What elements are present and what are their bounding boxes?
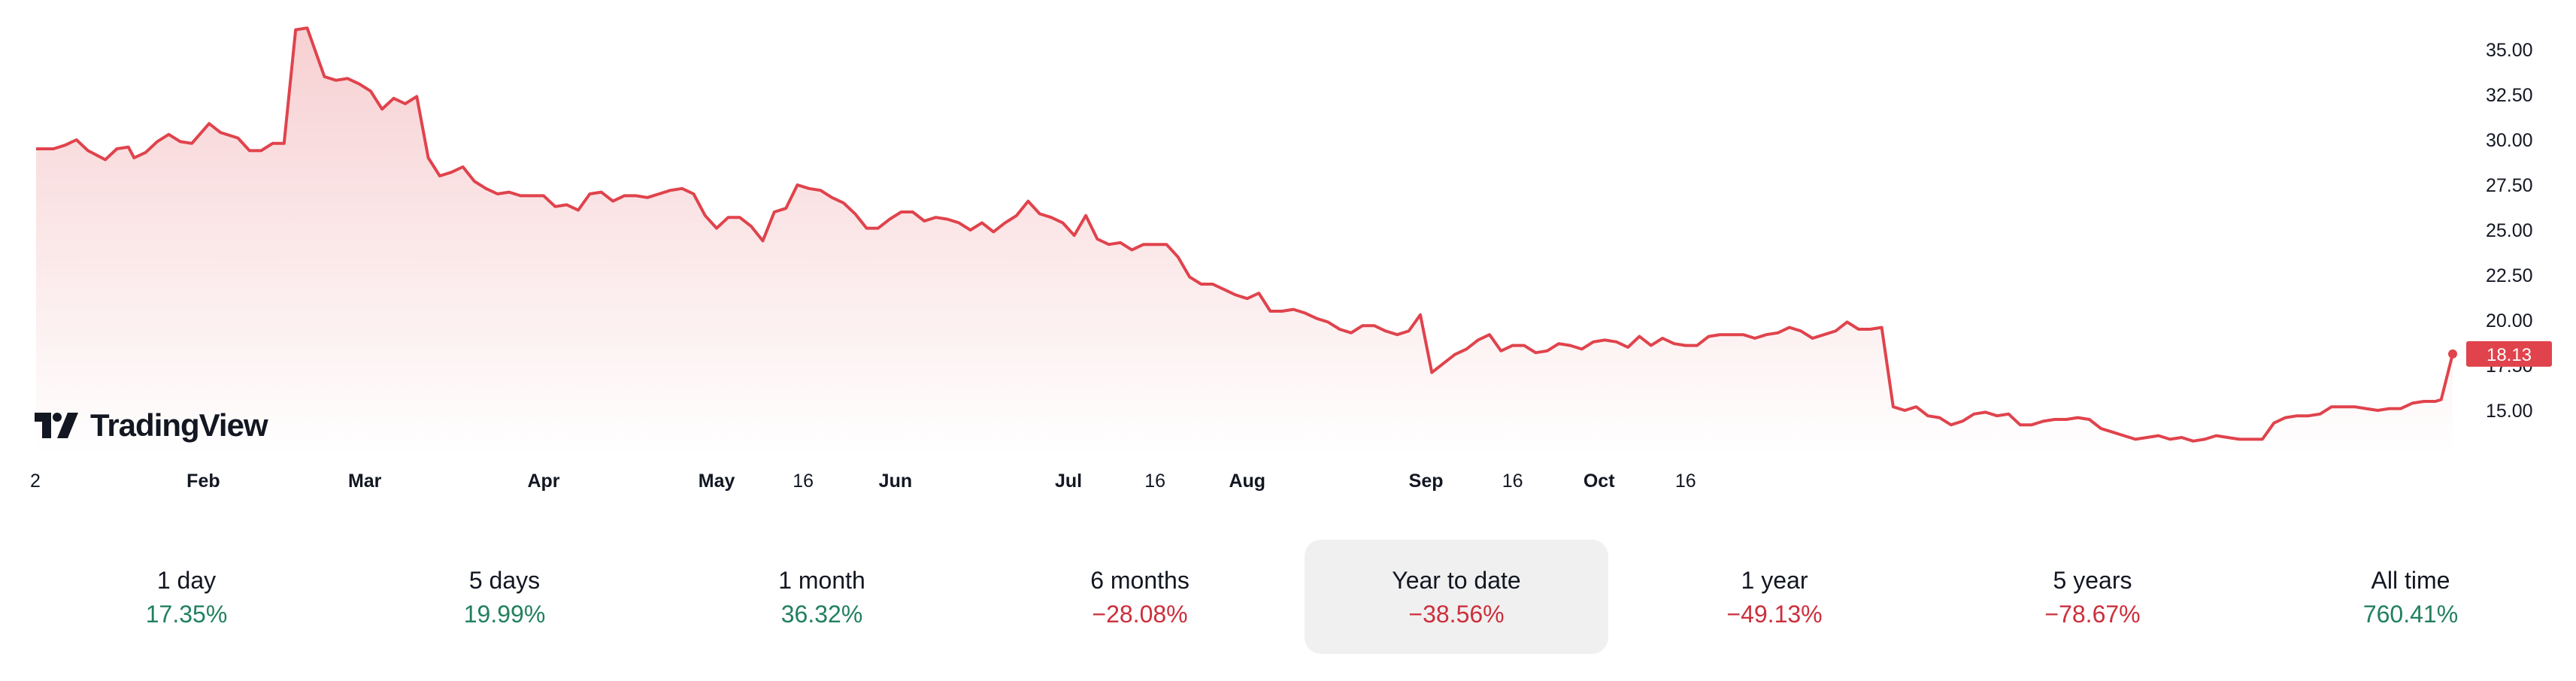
period-change: −38.56%	[1408, 601, 1505, 628]
period-label: 5 years	[2053, 567, 2132, 594]
period-label: 1 day	[156, 567, 217, 594]
period-button[interactable]: 1 month 36.32%	[670, 540, 974, 654]
period-change: −78.67%	[2044, 601, 2141, 628]
area-fill-layer	[36, 28, 2453, 456]
x-tick-label: Jun	[879, 471, 912, 492]
x-tick-label: Feb	[186, 471, 220, 492]
period-change: 36.32%	[780, 601, 863, 628]
y-tick-label: 27.50	[2486, 175, 2533, 196]
x-tick-label: 16	[1144, 471, 1165, 492]
x-tick-label: Jul	[1055, 471, 1082, 492]
y-tick-label: 20.00	[2486, 310, 2533, 331]
period-label: 5 days	[468, 567, 541, 594]
price-line-layer	[36, 26, 2454, 443]
period-label: All time	[2371, 567, 2450, 594]
x-tick-label: 16	[1502, 471, 1523, 492]
last-price-marker: 18.13	[2448, 340, 2552, 367]
x-tick-label: Apr	[527, 471, 559, 492]
period-button[interactable]: 6 months −28.08%	[988, 540, 1292, 654]
period-change: 17.35%	[145, 601, 228, 628]
period-label: 6 months	[1090, 567, 1190, 594]
period-change: −49.13%	[1726, 601, 1823, 628]
period-button[interactable]: 5 days 19.99%	[353, 540, 656, 654]
period-button[interactable]: 1 year −49.13%	[1623, 540, 1926, 654]
x-tick-label: Mar	[348, 471, 382, 492]
last-price-tag	[2466, 340, 2552, 367]
tradingview-logo[interactable]: TradingView	[35, 406, 268, 445]
y-tick-label: 35.00	[2486, 40, 2533, 61]
x-tick-label: 16	[1675, 471, 1696, 492]
y-tick-label: 25.00	[2486, 220, 2533, 241]
x-tick-label: 16	[792, 471, 814, 492]
price-line	[36, 26, 2454, 443]
x-tick-label: Oct	[1583, 471, 1615, 492]
period-label: 1 year	[1741, 567, 1808, 594]
last-price-tag-label: 18.13	[2487, 345, 2532, 365]
period-button[interactable]: Year to date −38.56%	[1305, 540, 1608, 654]
period-selector: 1 day 17.35% 5 days 19.99% 1 month 36.32% 6 mo…	[0, 540, 2576, 655]
period-change: −28.08%	[1092, 601, 1188, 628]
x-tick-label: Sep	[1409, 471, 1444, 492]
x-tick-label: Aug	[1229, 471, 1265, 492]
x-tick-label: May	[699, 471, 735, 492]
y-tick-label: 30.00	[2486, 130, 2533, 151]
tradingview-logo-icon	[35, 413, 78, 438]
period-button[interactable]: 1 day 17.35%	[35, 540, 338, 654]
period-change: 19.99%	[463, 601, 546, 628]
period-label: Year to date	[1392, 567, 1521, 594]
y-tick-label: 15.00	[2486, 401, 2533, 422]
last-price-dot	[2448, 349, 2457, 359]
y-tick-label: 22.50	[2486, 265, 2533, 286]
price-area	[36, 28, 2453, 456]
x-tick-label: 2	[30, 471, 41, 492]
price-chart[interactable]: 35.0032.5030.0027.5025.0022.5020.0017.50…	[0, 0, 2576, 526]
x-axis: 2 Feb Mar Apr May 16 Jun Jul 16 Aug Sep 16 Oct 16	[30, 471, 1696, 492]
logo-wordmark: TradingView	[90, 407, 268, 443]
period-label: 1 month	[778, 567, 865, 594]
y-tick-label: 32.50	[2486, 85, 2533, 106]
period-change: 760.41%	[2362, 601, 2459, 628]
period-button[interactable]: All time 760.41%	[2259, 540, 2562, 654]
period-button[interactable]: 5 years −78.67%	[1941, 540, 2244, 654]
